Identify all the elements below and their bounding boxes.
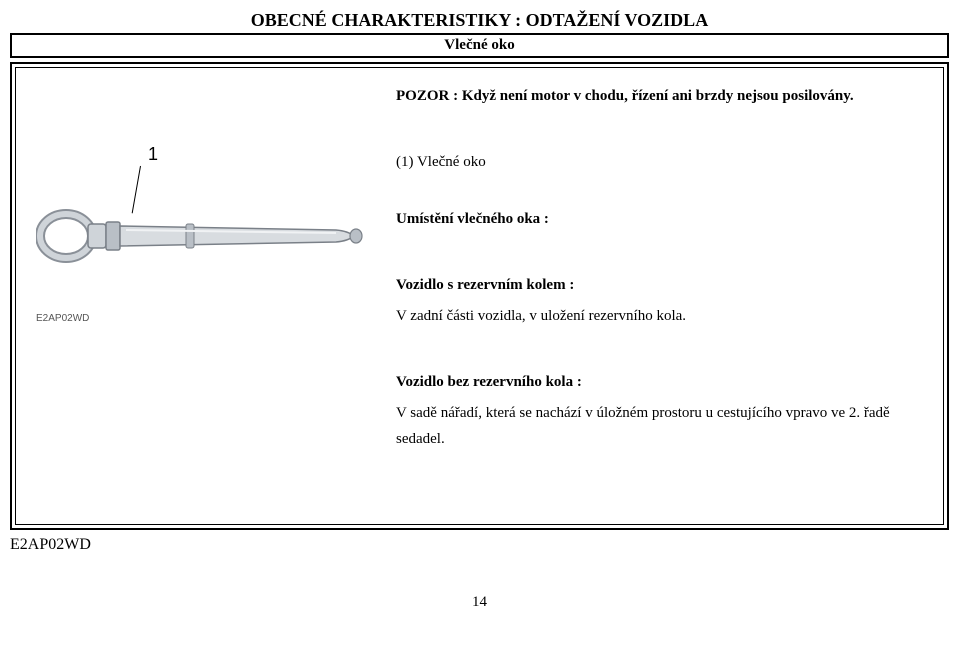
section-placement-heading: Umístění vlečného oka : [396,207,923,233]
illustration-column: 1 [36,84,366,324]
tow-eye-icon [36,206,366,266]
section-without-spare-body: V sadě nářadí, která se nachází v úložné… [396,401,923,452]
tow-eye-illustration: 1 [36,144,366,324]
footer-refcode: E2AP02WD [10,536,949,554]
section-with-spare-heading: Vozidlo s rezervním kolem : [396,273,923,299]
illustration-refcode: E2AP02WD [36,313,89,324]
page-number: 14 [10,594,949,611]
section-with-spare-body: V zadní části vozidla, v uložení rezervn… [396,304,923,330]
section-without-spare-heading: Vozidlo bez rezervního kola : [396,370,923,396]
page-title: OBECNÉ CHARAKTERISTIKY : ODTAŽENÍ VOZIDL… [10,10,949,31]
text-column: POZOR : Když není motor v chodu, řízení … [366,84,923,458]
page-subtitle: Vlečné oko [12,35,947,56]
warning-text: POZOR : Když není motor v chodu, řízení … [396,84,923,110]
callout-number: 1 [148,144,158,165]
content-frame-outer: 1 [10,62,949,530]
content-frame-inner: 1 [15,67,944,525]
item-label: (1) Vlečné oko [396,150,923,176]
subtitle-box: Vlečné oko [10,33,949,58]
